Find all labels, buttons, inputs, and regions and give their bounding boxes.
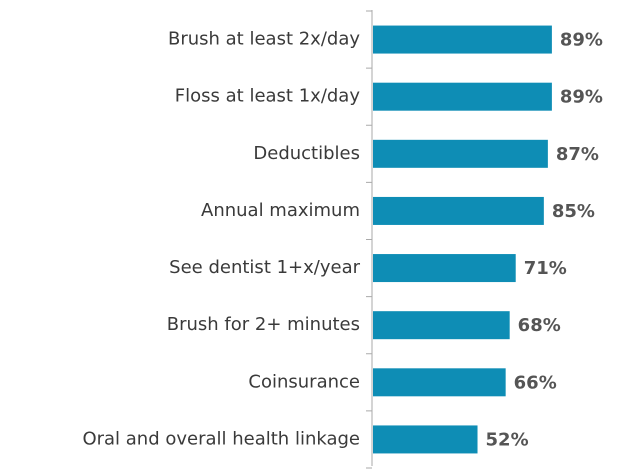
value-label: 52% — [486, 429, 529, 450]
category-label: Brush at least 2x/day — [168, 29, 360, 50]
value-label: 89% — [560, 87, 603, 108]
value-label: 85% — [552, 201, 595, 222]
bar — [373, 25, 552, 54]
value-label: 87% — [556, 144, 599, 165]
value-label: 89% — [560, 30, 603, 51]
bar — [373, 425, 478, 454]
category-label: Coinsurance — [248, 371, 360, 392]
bar — [373, 311, 510, 340]
bar — [373, 254, 516, 283]
category-label: See dentist 1+x/year — [169, 257, 360, 278]
category-label: Brush for 2+ minutes — [167, 314, 360, 335]
value-label: 71% — [524, 258, 567, 279]
value-label: 66% — [514, 372, 557, 393]
bar — [373, 82, 552, 111]
bar — [373, 368, 506, 397]
category-label: Annual maximum — [201, 200, 360, 221]
category-label: Floss at least 1x/day — [175, 86, 361, 107]
bar — [373, 139, 548, 168]
value-label: 68% — [518, 315, 561, 336]
category-label: Deductibles — [253, 143, 360, 164]
bar — [373, 196, 544, 225]
category-label: Oral and overall health linkage — [82, 428, 360, 449]
